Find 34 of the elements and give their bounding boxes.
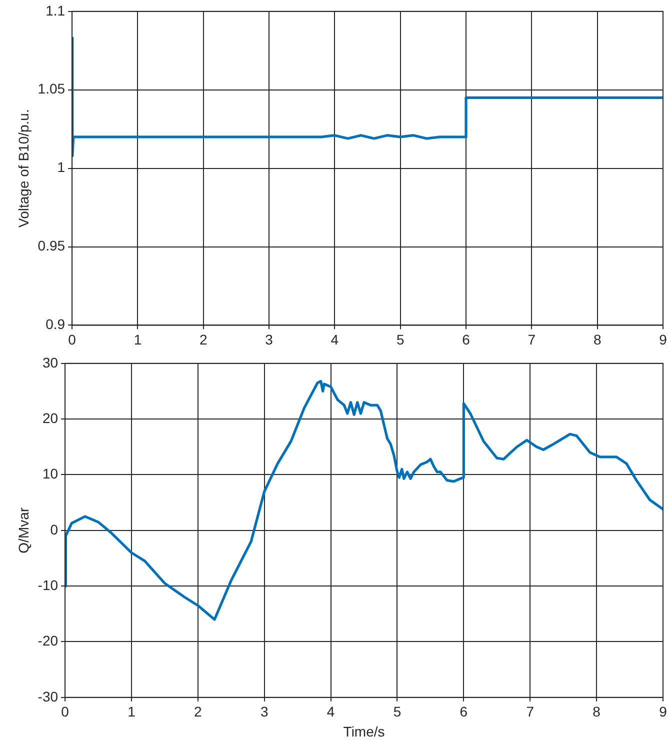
y-tick-label: 0: [50, 521, 58, 538]
y-tick-label: 10: [42, 466, 58, 482]
y-tick-label: 0.95: [38, 238, 66, 254]
x-tick-label: 5: [393, 704, 402, 720]
x-tick-label: 8: [592, 704, 601, 720]
x-tick-label: 2: [194, 704, 202, 720]
x-axis-title: Time/s: [343, 723, 385, 740]
y-tick-label: 20: [42, 410, 58, 426]
x-tick-label: 1: [128, 704, 136, 720]
x-tick-label: 5: [396, 331, 404, 348]
y-tick-label: -20: [38, 632, 58, 649]
y-axis-title: Q/Mvar: [15, 507, 32, 554]
y-tick-label: 30: [42, 354, 58, 370]
x-tick-label: 0: [68, 331, 76, 348]
x-tick-label: 2: [199, 331, 208, 348]
x-tick-label: 4: [330, 331, 339, 348]
x-tick-label: 3: [265, 331, 274, 348]
x-tick-label: 9: [659, 331, 668, 348]
x-tick-label: 6: [460, 704, 468, 720]
y-tick-label: -30: [38, 688, 58, 704]
x-tick-label: 3: [260, 704, 268, 720]
y-tick-label: -10: [38, 576, 58, 593]
y-tick-label: 0.9: [46, 316, 66, 332]
x-tick-label: 7: [526, 704, 534, 720]
y-tick-label: 1.05: [38, 80, 66, 97]
y-axis-title: Voltage of B10/p.u.: [15, 109, 32, 228]
y-tick-label: 1.1: [46, 2, 66, 18]
y-tick-label: 1: [57, 159, 66, 176]
x-tick-label: 9: [659, 704, 668, 720]
x-tick-label: 8: [593, 331, 602, 348]
x-tick-label: 7: [528, 331, 536, 348]
x-tick-label: 6: [462, 331, 470, 348]
x-tick-label: 4: [326, 704, 335, 720]
x-tick-label: 1: [134, 331, 142, 348]
